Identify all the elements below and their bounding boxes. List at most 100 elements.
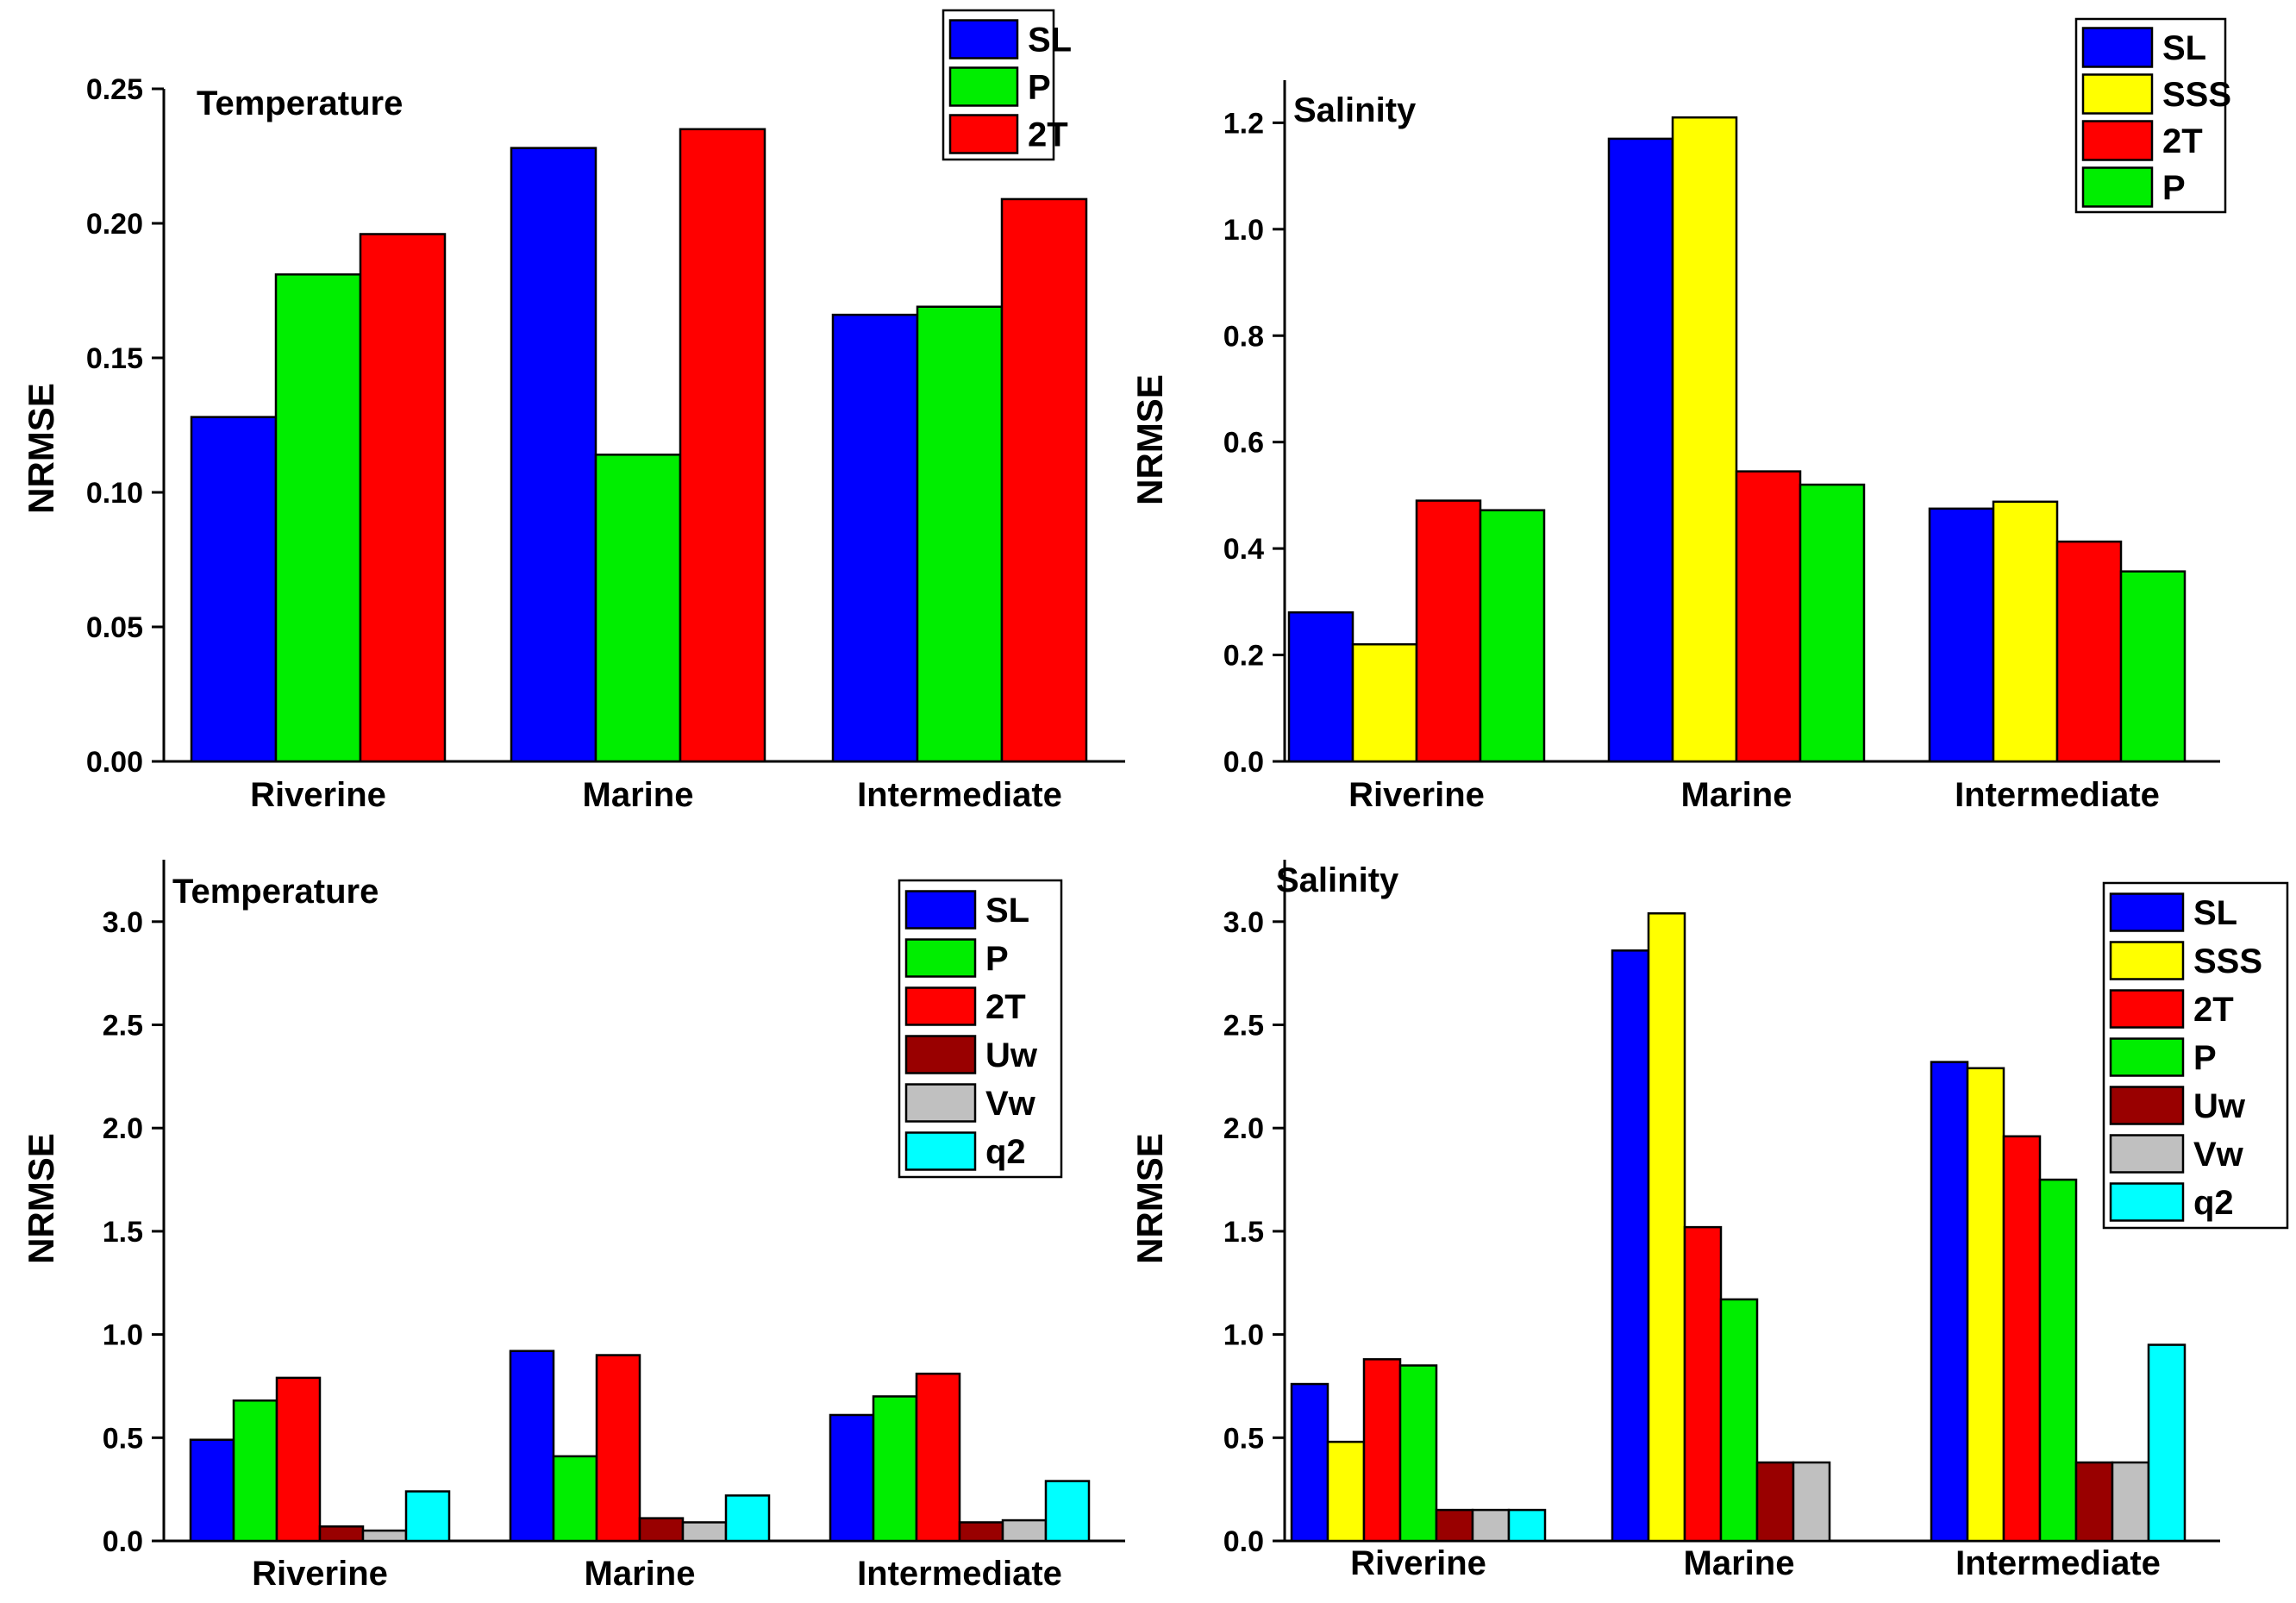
legend-swatch-vw [904, 1083, 977, 1123]
bar-2t-marine [1683, 1225, 1723, 1543]
bar-sl-marine [509, 1349, 555, 1543]
x-tick-label-marine: Marine [1684, 1544, 1795, 1582]
legend-swatch-p [2109, 1037, 2185, 1077]
legend-swatch-p [2081, 166, 2154, 208]
legend-swatch-sss [2109, 941, 2185, 980]
x-tick-label-intermediate: Intermediate [1955, 776, 2160, 814]
chart-panel-4: 0.0 0.5 1.0 1.5 2.0 2.5 3.0 NRMSE Salinity Riveri… [1129, 860, 2289, 1582]
y-tick-label: 0.00 [86, 746, 143, 779]
y-tick-label: 1.2 [1223, 107, 1264, 140]
chart-panel-3: 0.0 0.5 1.0 1.5 2.0 2.5 3.0 NRMSE Temperature Riv… [21, 860, 1125, 1593]
legend-label-q2: q2 [985, 1133, 1026, 1171]
x-tick-label-intermediate: Intermediate [1955, 1544, 2161, 1582]
bar-2t-intermediate [2002, 1135, 2042, 1543]
y-tick-label: 0.15 [86, 342, 143, 375]
panel-title: Temperature [172, 873, 378, 911]
chart-panel-2: 0.0 0.2 0.4 0.6 0.8 1.0 1.2 NRMSE Salinity Riveri… [1129, 17, 2231, 814]
y-axis-title: NRMSE [1129, 1133, 1170, 1264]
x-tick-label-marine: Marine [585, 1555, 696, 1593]
legend-label-2t: 2T [985, 988, 1026, 1026]
legend-label-p: P [1028, 69, 1051, 107]
y-tick-label: 3.0 [103, 906, 143, 939]
bar-p-riverine [1479, 509, 1546, 763]
legend-swatch-uw [904, 1035, 977, 1074]
bar-vw-riverine [361, 1529, 408, 1543]
y-tick-label: 0.10 [86, 477, 143, 510]
bar-uw-marine [1755, 1461, 1795, 1543]
legend-label-vw: Vw [2193, 1136, 2244, 1174]
y-tick-label: 0.6 [1223, 427, 1264, 460]
bar-sl-marine [510, 147, 597, 763]
y-axis-title: NRMSE [1129, 374, 1170, 505]
bar-sss-intermediate [1966, 1067, 2005, 1543]
bar-sl-intermediate [831, 313, 919, 763]
legend-swatch-q2 [904, 1131, 977, 1171]
legend-label-sl: SL [2193, 894, 2237, 932]
y-tick-label: 0.5 [1223, 1422, 1264, 1455]
bar-sss-marine [1671, 116, 1738, 763]
bar-uw-riverine [1435, 1508, 1474, 1543]
panel-title: Salinity [1276, 861, 1399, 899]
y-tick-label: 2.0 [103, 1112, 143, 1145]
legend-label-sl: SL [2162, 29, 2206, 67]
bar-2t-riverine [1415, 499, 1482, 763]
bar-2t-intermediate [1000, 197, 1088, 763]
bar-uw-intermediate [2074, 1461, 2114, 1543]
legend-label-sl: SL [985, 892, 1029, 930]
bar-2t-riverine [359, 233, 447, 763]
legend-box [898, 879, 1063, 1179]
y-tick-label: 0.2 [1223, 640, 1264, 673]
bar-p-marine [1719, 1298, 1759, 1543]
bar-sl-riverine [190, 416, 278, 763]
bar-sss-riverine [1326, 1440, 1366, 1543]
bar-p-marine [594, 454, 682, 763]
bar-2t-riverine [275, 1376, 322, 1543]
bar-sss-intermediate [1992, 500, 2059, 763]
legend-swatch-2t [904, 986, 977, 1026]
legend-swatch-p [948, 66, 1019, 107]
legend-label-sl: SL [1028, 22, 1072, 59]
x-tick-label-riverine: Riverine [250, 776, 386, 814]
bar-sl-intermediate [1928, 507, 1995, 763]
legend-swatch-sl [2081, 27, 2154, 68]
legend-label-sss: SSS [2162, 76, 2231, 114]
x-tick-label-riverine: Riverine [252, 1555, 388, 1593]
y-tick-label: 1.0 [1223, 1319, 1264, 1352]
legend-swatch-vw [2109, 1134, 2185, 1174]
y-tick-label: 0.0 [1223, 1525, 1264, 1558]
y-tick-label: 2.5 [103, 1010, 143, 1043]
y-axis-title: NRMSE [21, 1133, 61, 1264]
bar-uw-riverine [318, 1525, 365, 1543]
y-tick-label: 1.0 [103, 1319, 143, 1352]
legend-swatch-2t [2081, 120, 2154, 161]
bar-sss-marine [1647, 911, 1686, 1543]
y-tick-label: 0.0 [103, 1525, 143, 1558]
y-tick-label: 0.5 [103, 1422, 143, 1455]
y-tick-label: 0.8 [1223, 320, 1264, 353]
x-tick-label-marine: Marine [583, 776, 694, 814]
bar-sl-riverine [1287, 611, 1354, 763]
bar-q2-riverine [404, 1490, 451, 1543]
y-tick-label: 2.5 [1223, 1010, 1264, 1043]
bar-sss-riverine [1351, 642, 1418, 763]
x-tick-label-intermediate: Intermediate [857, 1555, 1062, 1593]
x-tick-label-intermediate: Intermediate [857, 776, 1062, 814]
bar-uw-intermediate [958, 1521, 1004, 1543]
bar-p-intermediate [872, 1395, 918, 1543]
legend-label-p: P [2193, 1039, 2217, 1077]
bar-sl-intermediate [829, 1413, 875, 1543]
legend-swatch-2t [2109, 989, 2185, 1029]
legend-label-sss: SSS [2193, 942, 2262, 980]
legend-swatch-sl [948, 19, 1019, 59]
legend-label-2t: 2T [2162, 122, 2203, 160]
legend-swatch-2t [948, 114, 1019, 154]
bar-vw-intermediate [1001, 1518, 1048, 1543]
legend-label-q2: q2 [2193, 1184, 2234, 1222]
legend-label-uw: Uw [2193, 1087, 2246, 1125]
bar-p-marine [552, 1455, 598, 1543]
legend: SL SSS 2T P Uw Vw q2 [2102, 881, 2289, 1230]
y-tick-label: 0.20 [86, 208, 143, 241]
legend-swatch-sl [904, 890, 977, 930]
panel-title: Salinity [1293, 91, 1417, 129]
